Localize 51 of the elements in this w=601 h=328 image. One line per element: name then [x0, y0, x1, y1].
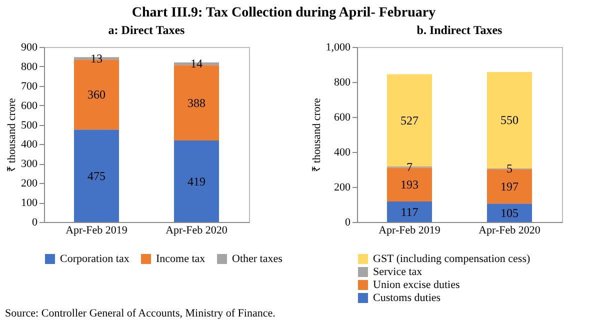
y-tick-label: 400	[21, 138, 38, 151]
y-tick-label: 0	[345, 216, 351, 228]
x-tick-label: Apr-Feb 2019	[378, 224, 441, 236]
data-label: 14	[190, 56, 202, 71]
y-tick-label: 100	[21, 197, 38, 210]
data-label: 7	[406, 160, 412, 174]
bar	[74, 130, 119, 222]
bar	[387, 202, 432, 222]
data-label: 5	[506, 162, 512, 176]
data-label: 419	[188, 174, 206, 188]
y-tick-label: 400	[334, 146, 351, 158]
legend-label: GST (including compensation cess)	[373, 253, 530, 265]
legend-label: Service tax	[373, 266, 423, 278]
y-tick-label: 1,000	[326, 42, 351, 54]
data-label: 475	[88, 168, 106, 183]
legend-label: Income tax	[156, 253, 206, 265]
bar	[487, 204, 532, 222]
data-label: 13	[90, 51, 102, 66]
chart-subtitle: a: Direct Taxes	[108, 23, 186, 37]
legend-label: Corporation tax	[60, 253, 130, 265]
y-axis-title: ₹ thousand crore	[310, 98, 323, 172]
bar	[174, 140, 219, 222]
x-tick-label: Apr-Feb 2020	[478, 224, 541, 236]
data-label: 527	[400, 113, 418, 128]
data-label: 117	[400, 204, 418, 219]
data-label: 197	[500, 179, 518, 194]
data-label: 105	[500, 206, 518, 220]
y-tick-label: 700	[21, 80, 38, 92]
y-tick-label: 800	[334, 76, 351, 88]
y-tick-label: 0	[32, 216, 38, 228]
legend-label: Other taxes	[232, 253, 282, 265]
data-label: 360	[88, 88, 106, 102]
chart-subtitle: b. Indirect Taxes	[416, 23, 503, 37]
data-label: 388	[188, 96, 206, 110]
data-label: 550	[500, 113, 518, 128]
text: Chart III.9: Tax Collection during April- February	[132, 6, 436, 20]
y-tick-label: 200	[21, 178, 38, 190]
y-tick-label: 500	[21, 119, 38, 132]
data-label: 193	[400, 178, 418, 192]
source-note: Source: Controller General of Accounts, Ministry of Finance.	[5, 308, 276, 320]
y-axis-title: ₹ thousand crore	[6, 98, 18, 172]
y-tick-label: 600	[21, 100, 38, 112]
y-tick-label: 600	[334, 112, 351, 124]
legend-label: Union excise duties	[373, 279, 460, 291]
y-tick-label: 200	[334, 182, 351, 194]
x-tick-label: Apr-Feb 2020	[166, 224, 228, 236]
y-tick-label: 300	[21, 158, 38, 170]
y-tick-label: 900	[21, 42, 38, 54]
x-tick-label: Apr-Feb 2019	[66, 224, 128, 236]
y-tick-label: 800	[21, 60, 38, 73]
legend-label: Customs duties	[373, 292, 441, 304]
